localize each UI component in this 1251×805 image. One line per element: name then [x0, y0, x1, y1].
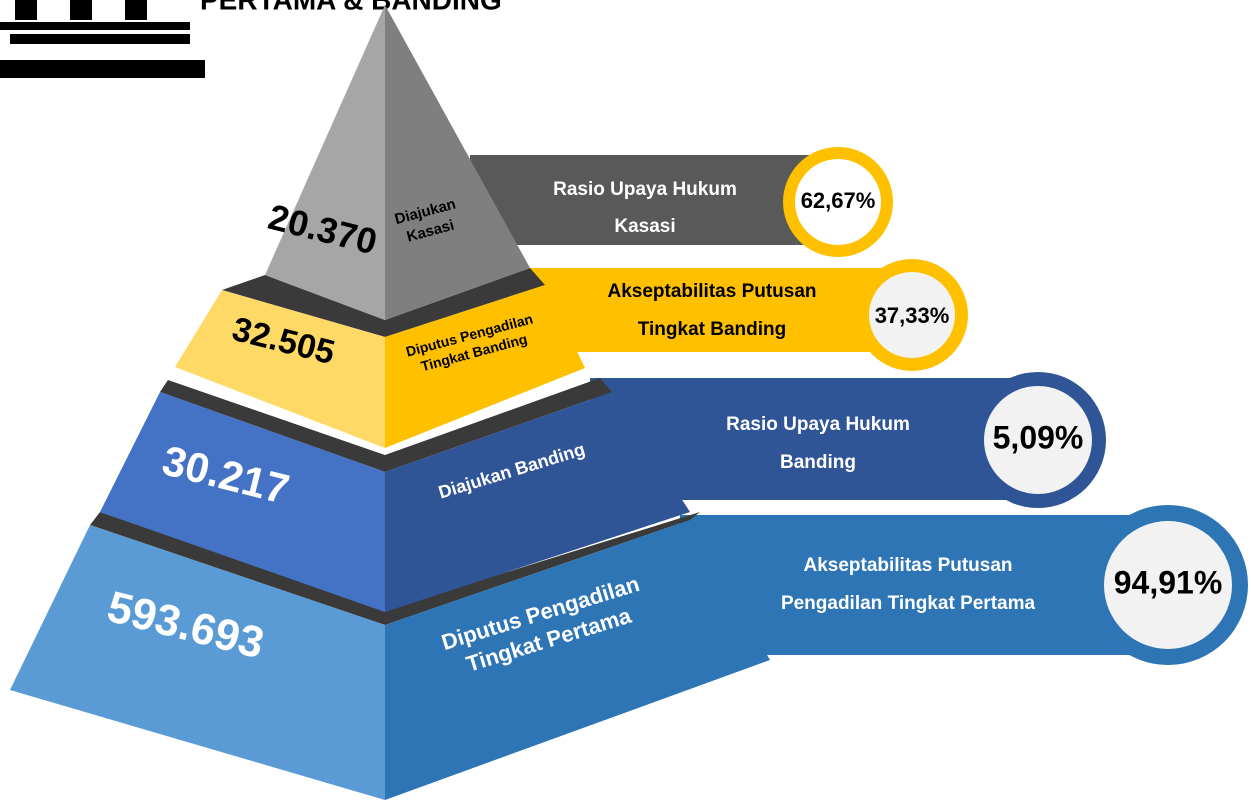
ratio-label: Akseptabilitas Putusan [803, 555, 1012, 576]
ratio-label: Pengadilan Tingkat Pertama [781, 593, 1036, 614]
header-title: PERTAMA & BANDING [200, 0, 502, 15]
ratio-value: 62,67% [801, 188, 876, 213]
ratio-label: Tingkat Banding [638, 319, 786, 340]
pyramid [10, 5, 770, 800]
ratio-disc [984, 386, 1092, 494]
ratio-bar [470, 155, 810, 245]
ratio-disc [795, 159, 881, 245]
ratio-label: Akseptabilitas Putusan [607, 281, 816, 302]
ratio-label: Rasio Upaya Hukum [553, 179, 737, 200]
ratio-label: Banding [780, 452, 856, 473]
ratio-value: 5,09% [993, 419, 1084, 455]
logo [0, 0, 205, 78]
ratio-bar [680, 515, 1150, 655]
ratio-disc [869, 272, 955, 358]
ratio-value: 94,91% [1114, 564, 1223, 600]
ratio-label: Rasio Upaya Hukum [726, 414, 910, 435]
ratio-value: 37,33% [875, 303, 950, 328]
ratio-label: Kasasi [614, 216, 675, 237]
ratio-disc [1104, 521, 1232, 649]
ratio-bar [530, 268, 890, 352]
